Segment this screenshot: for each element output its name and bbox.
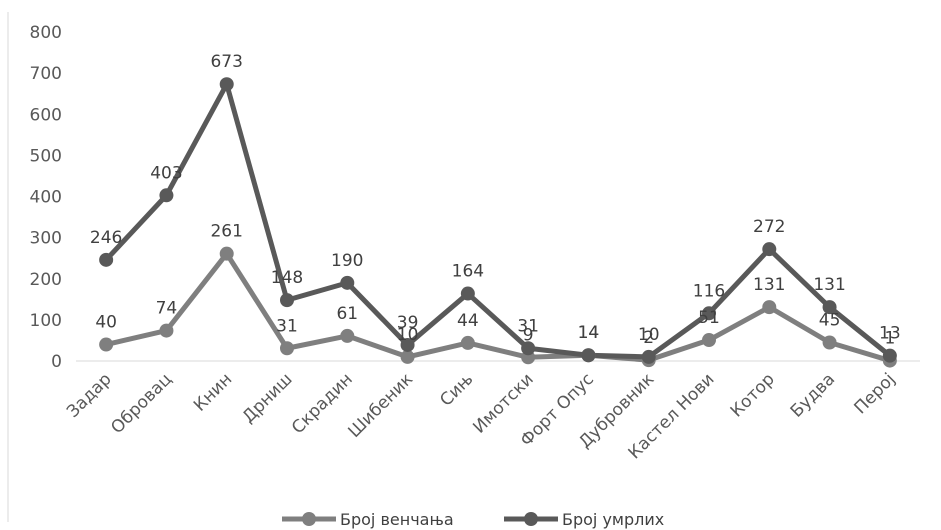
data-point-series-2	[641, 349, 656, 364]
data-point-series-2	[159, 188, 174, 203]
data-label-series-2: 148	[271, 268, 303, 288]
data-label-series-2: 673	[210, 52, 242, 72]
x-tick-label: Котор	[727, 369, 779, 421]
legend-marker-series-2	[524, 512, 538, 526]
y-tick-label: 100	[30, 311, 62, 331]
y-tick-label: 500	[30, 146, 62, 166]
data-label-series-2: 403	[150, 163, 182, 183]
data-label-series-1: 40	[95, 313, 117, 333]
legend-label-series-2: Број умрлих	[562, 510, 664, 529]
data-label-series-2: 131	[813, 275, 845, 295]
data-point-series-2	[702, 306, 716, 321]
data-label-series-1: 9	[523, 325, 534, 345]
data-label-series-2: 10	[638, 325, 660, 345]
x-tick-label: Будва	[787, 369, 839, 421]
data-point-series-2	[400, 337, 415, 352]
data-point-series-2	[219, 77, 234, 92]
data-point-series-1	[340, 328, 355, 343]
x-tick-label: Шибеник	[345, 369, 418, 442]
data-labels: 40 74 261 31 61 10 44 9 14 2 51 131 45 1 246 403 673 148 1…	[90, 52, 901, 348]
y-tick-label: 600	[30, 105, 62, 125]
data-point-series-2	[99, 252, 114, 267]
series-line-1	[103, 251, 893, 364]
x-tick-label: Перој	[850, 369, 899, 418]
data-point-series-1	[822, 335, 837, 350]
data-label-series-1: 74	[156, 299, 178, 319]
x-tick-label: Дрниш	[239, 369, 297, 427]
legend-label-series-1: Број венчања	[340, 510, 454, 529]
data-label-series-2: 190	[331, 251, 363, 271]
data-label-series-1: 44	[457, 311, 479, 331]
data-point-series-2	[822, 300, 837, 315]
data-label-series-1: 131	[753, 275, 785, 295]
data-label-series-1: 1	[884, 329, 895, 349]
data-label-series-2: 31	[517, 316, 539, 336]
data-point-series-2	[762, 242, 777, 257]
y-tick-label: 800	[30, 23, 62, 43]
data-label-series-1: 2	[643, 328, 654, 348]
y-axis-ticks: 0 100 200 300 400 500 600 700 800	[30, 23, 62, 372]
x-tick-label: Книн	[190, 369, 236, 415]
data-point-series-2	[521, 341, 536, 356]
y-tick-label: 400	[30, 188, 62, 208]
legend: Број венчања Број умрлих	[282, 510, 664, 529]
data-label-series-1: 14	[578, 323, 600, 343]
data-point-series-1	[460, 335, 475, 350]
data-point-series-1	[219, 246, 234, 261]
y-tick-label: 200	[30, 270, 62, 290]
legend-marker-series-1	[302, 512, 316, 526]
y-tick-label: 700	[30, 64, 62, 84]
data-point-series-1	[702, 333, 716, 348]
data-point-series-1	[159, 323, 174, 338]
data-point-series-2	[882, 348, 897, 363]
data-label-series-2: 272	[753, 217, 785, 237]
data-point-series-2	[581, 348, 596, 363]
y-tick-label: 300	[30, 229, 62, 249]
data-label-series-1: 61	[336, 304, 358, 324]
series-line-2	[103, 81, 893, 360]
data-label-series-2: 246	[90, 228, 122, 248]
data-point-series-1	[99, 337, 114, 352]
data-label-series-2: 164	[452, 262, 484, 282]
data-label-series-2: 116	[693, 281, 725, 301]
data-label-series-1: 51	[698, 308, 720, 328]
data-label-series-2: 13	[879, 324, 901, 344]
data-point-series-2	[280, 293, 294, 308]
data-label-series-2: 14	[578, 323, 600, 343]
data-label-series-1: 261	[210, 222, 242, 242]
data-point-series-1	[400, 349, 415, 364]
y-tick-label: 0	[51, 352, 62, 372]
data-label-series-1: 31	[276, 316, 298, 336]
data-point-series-2	[340, 275, 355, 290]
x-tick-label: Обровац	[107, 369, 176, 438]
series-lines	[103, 81, 893, 364]
data-point-series-2	[460, 286, 475, 301]
data-label-series-1: 10	[397, 325, 419, 345]
data-point-series-1	[762, 300, 777, 315]
x-tick-label: Сињ	[436, 369, 477, 410]
data-label-series-2: 39	[397, 313, 419, 333]
x-tick-label: Задар	[63, 369, 116, 422]
series-points	[99, 77, 897, 368]
data-point-series-1	[280, 341, 294, 356]
data-label-series-1: 45	[819, 310, 841, 330]
